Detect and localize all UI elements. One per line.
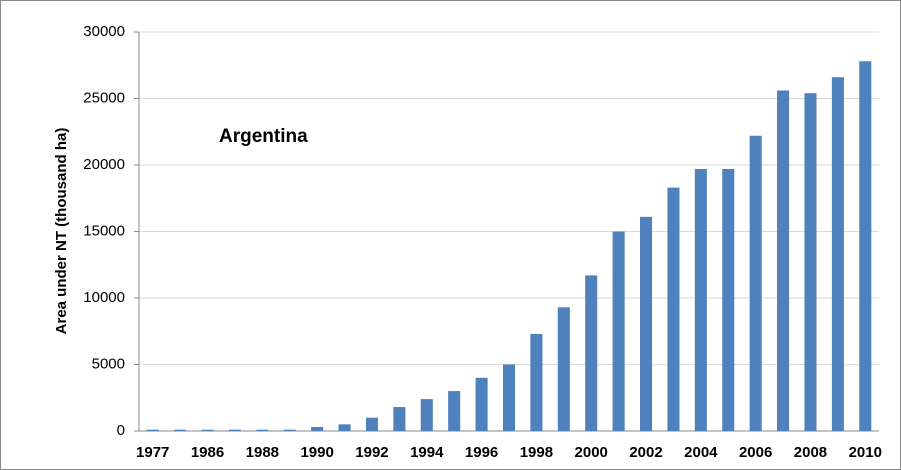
- bar: [256, 429, 269, 431]
- bar: [174, 429, 187, 431]
- x-tick-label: 1986: [191, 444, 224, 461]
- bar: [694, 168, 707, 432]
- bar: [749, 135, 762, 432]
- y-tick-label: 15000: [83, 222, 125, 239]
- bar: [667, 187, 680, 431]
- y-tick-label: 30000: [83, 23, 125, 40]
- x-tick-label: 2002: [629, 444, 662, 461]
- bar: [640, 216, 653, 431]
- x-tick-label: 2000: [575, 444, 608, 461]
- bar: [201, 429, 214, 431]
- bar: [859, 61, 872, 431]
- bar: [557, 307, 570, 431]
- x-tick-label: 1988: [246, 444, 279, 461]
- x-tick-label: 1977: [136, 444, 169, 461]
- x-tick-label: 1990: [300, 444, 333, 461]
- bar: [475, 377, 488, 431]
- bar: [228, 429, 241, 431]
- y-tick-label: 0: [117, 422, 125, 439]
- bar: [338, 424, 351, 431]
- bar: [612, 231, 625, 431]
- x-tick-label: 1996: [465, 444, 498, 461]
- bar: [146, 429, 159, 431]
- annotation: Argentina: [219, 126, 308, 147]
- bar: [448, 391, 461, 431]
- y-axis-label: Area under NT (thousand ha): [53, 128, 70, 335]
- x-tick-label: 2008: [794, 444, 827, 461]
- bar: [420, 399, 433, 431]
- bar: [585, 275, 598, 431]
- y-tick-label: 25000: [83, 89, 125, 106]
- y-tick-label: 20000: [83, 156, 125, 173]
- x-tick-label: 2006: [739, 444, 772, 461]
- x-tick-label: 1998: [520, 444, 553, 461]
- x-tick-label: 1994: [410, 444, 444, 461]
- bar: [502, 364, 516, 431]
- x-tick-label: 2004: [684, 444, 718, 461]
- bar: [722, 168, 735, 432]
- y-tick-label: 10000: [83, 289, 125, 306]
- x-tick-label: 1992: [355, 444, 388, 461]
- bar: [530, 333, 543, 431]
- bar: [365, 417, 378, 431]
- y-tick-label: 5000: [92, 355, 125, 372]
- bar: [804, 93, 817, 432]
- bar: [777, 90, 790, 432]
- bar: [311, 427, 324, 431]
- x-tick-label: 2010: [849, 444, 882, 461]
- bar: [393, 407, 406, 431]
- bar: [831, 77, 844, 431]
- bar: [283, 429, 296, 431]
